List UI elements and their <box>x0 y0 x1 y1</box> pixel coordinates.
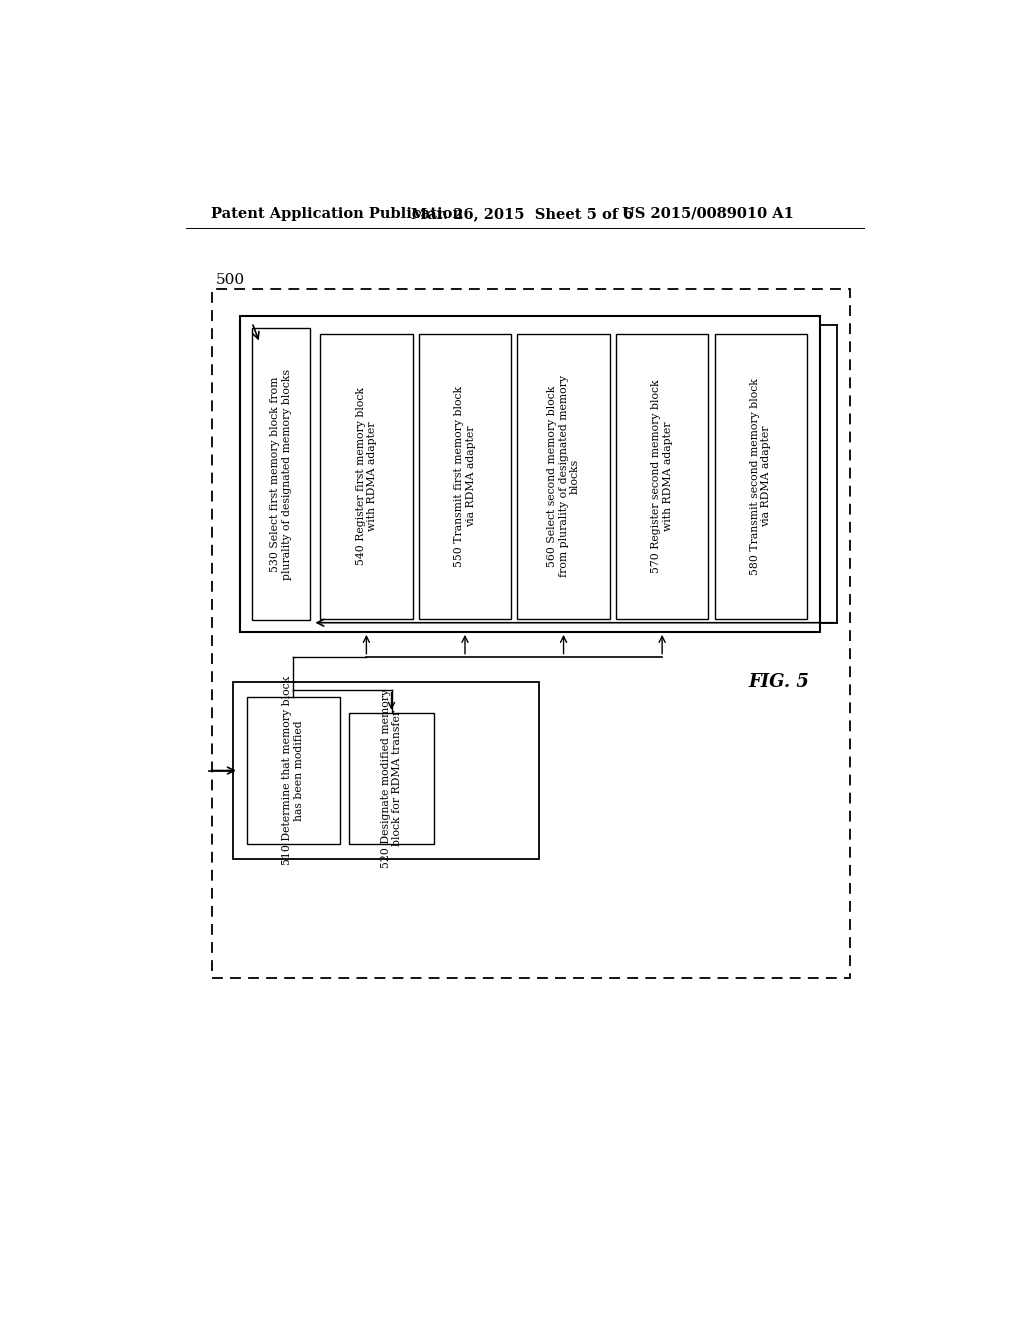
Bar <box>252 327 310 620</box>
Bar <box>517 334 609 619</box>
Text: 560 Select second memory block
from plurality of designated memory
blocks: 560 Select second memory block from plur… <box>547 375 581 577</box>
Text: 580 Transmit second memory block
via RDMA adapter: 580 Transmit second memory block via RDM… <box>750 378 771 574</box>
Text: 540 Register first memory block
with RDMA adapter: 540 Register first memory block with RDM… <box>355 387 377 565</box>
Bar <box>715 334 807 619</box>
Text: 570 Register second memory block
with RDMA adapter: 570 Register second memory block with RD… <box>651 380 673 573</box>
Text: US 2015/0089010 A1: US 2015/0089010 A1 <box>623 207 795 220</box>
Bar <box>247 697 340 843</box>
Text: Patent Application Publication: Patent Application Publication <box>211 207 463 220</box>
Text: 510 Determine that memory block
has been modified: 510 Determine that memory block has been… <box>283 676 304 865</box>
Bar <box>616 334 709 619</box>
Bar <box>419 334 511 619</box>
Text: 520 Designate modified memory
block for RDMA transfer: 520 Designate modified memory block for … <box>381 689 402 867</box>
Text: 550 Transmit first memory block
via RDMA adapter: 550 Transmit first memory block via RDMA… <box>455 385 476 568</box>
Bar <box>241 317 820 632</box>
Text: FIG. 5: FIG. 5 <box>748 673 809 690</box>
Text: Mar. 26, 2015  Sheet 5 of 6: Mar. 26, 2015 Sheet 5 of 6 <box>411 207 633 220</box>
Bar <box>349 713 434 843</box>
Bar <box>232 682 539 859</box>
Text: 530 Select first memory block from
plurality of designated memory blocks: 530 Select first memory block from plura… <box>270 368 292 579</box>
Bar <box>321 334 413 619</box>
Bar <box>212 289 850 978</box>
Text: 500: 500 <box>216 273 245 286</box>
